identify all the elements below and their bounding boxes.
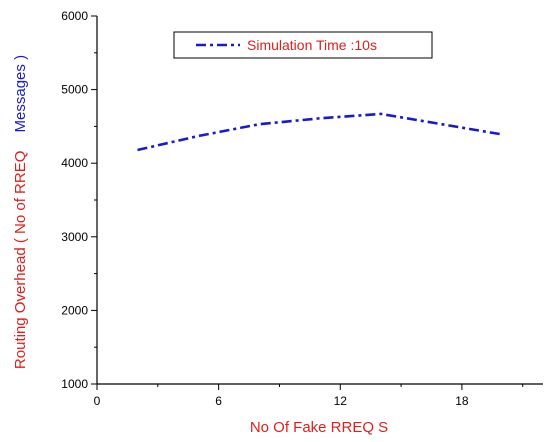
y-tick-label: 4000 [61, 156, 88, 170]
x-tick-label: 6 [215, 394, 222, 408]
y-tick-label: 3000 [61, 230, 88, 244]
series-layer [137, 112, 503, 152]
x-tick-label: 12 [334, 394, 348, 408]
y-tick-label: 2000 [61, 303, 88, 317]
y-tick-label: 5000 [61, 83, 88, 97]
y-axis-label: Routing Overhead ( No of RREQ Messages ) [12, 55, 29, 369]
x-axis-label: No Of Fake RREQ S [250, 419, 388, 436]
y-tick-label: 1000 [61, 377, 88, 391]
axes-layer: 1000 2000 3000 4000 5000 6000 0 6 12 18 [61, 9, 543, 408]
legend: Simulation Time :10s [173, 31, 433, 59]
y-axis-label-main: Routing Overhead ( No of RREQ [12, 151, 29, 369]
y-axis-label-unit: Messages ) [12, 55, 29, 133]
series-line [137, 112, 503, 152]
x-tick-label: 0 [94, 394, 101, 408]
x-tick-label: 18 [455, 394, 469, 408]
y-tick-label: 6000 [61, 9, 88, 23]
legend-label: Simulation Time :10s [247, 37, 377, 53]
